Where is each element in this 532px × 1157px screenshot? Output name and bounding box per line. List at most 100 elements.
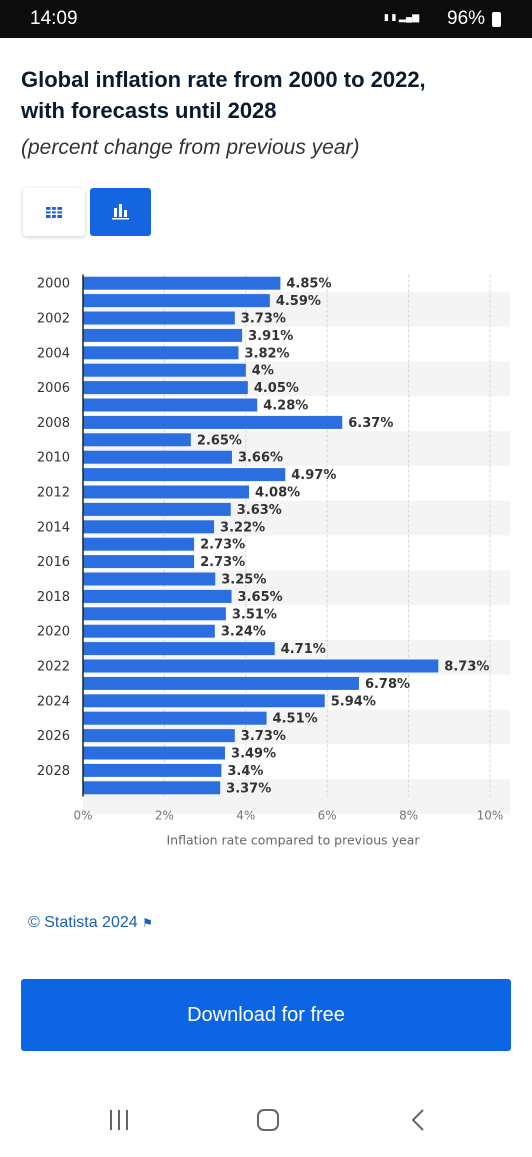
bar <box>83 555 195 569</box>
y-tick-label: 2026 <box>37 729 70 744</box>
value-label: 2.73% <box>200 538 245 553</box>
bar <box>83 520 215 534</box>
value-label: 3.51% <box>232 607 277 622</box>
bar <box>83 328 243 342</box>
value-label: 2.65% <box>197 433 242 448</box>
bar <box>83 676 359 690</box>
x-tick-label: 4% <box>236 809 255 823</box>
bar <box>83 502 231 516</box>
clock: 14:09 <box>30 8 78 29</box>
value-label: 3.49% <box>231 747 276 762</box>
battery: 96% <box>447 8 486 29</box>
value-label: 3.25% <box>221 573 266 588</box>
y-tick-label: 2000 <box>37 277 70 292</box>
bar <box>83 468 286 482</box>
x-axis-label: Inflation rate compared to previous year <box>166 833 420 848</box>
value-label: 3.63% <box>237 503 282 518</box>
y-tick-label: 2004 <box>37 346 70 361</box>
bar <box>83 729 235 743</box>
value-label: 3.24% <box>221 625 266 640</box>
value-label: 4% <box>252 364 274 379</box>
bar <box>83 642 275 656</box>
y-tick-label: 2016 <box>37 555 70 570</box>
source-link[interactable]: © Statista 2024 ⚑ <box>28 914 153 932</box>
x-tick-label: 10% <box>477 809 504 823</box>
y-tick-label: 2020 <box>37 625 70 640</box>
x-tick-label: 6% <box>318 809 337 823</box>
value-label: 3.22% <box>220 520 265 535</box>
nav-bar <box>0 1090 532 1152</box>
title-line: Global inflation rate from 2000 to 2022, <box>21 67 426 92</box>
y-tick-label: 2012 <box>37 486 70 501</box>
value-label: 8.73% <box>444 660 489 675</box>
value-label: 4.97% <box>291 468 336 483</box>
value-label: 6.78% <box>365 677 410 692</box>
y-tick-label: 2006 <box>37 381 70 396</box>
download-label: Download for free <box>187 1004 345 1026</box>
bar <box>83 415 343 429</box>
value-label: 5.94% <box>331 694 376 709</box>
bar <box>83 537 195 551</box>
chart: Inflation rate compared to previous year… <box>37 274 510 848</box>
value-label: 3.66% <box>238 451 283 466</box>
bar <box>83 450 232 464</box>
signal: ▮ ▮ ▂▄▆ <box>384 12 420 22</box>
value-label: 6.37% <box>348 416 393 431</box>
value-label: 3.65% <box>238 590 283 605</box>
value-label: 3.91% <box>248 329 293 344</box>
bar <box>83 694 325 708</box>
bar <box>83 659 439 673</box>
bar <box>83 433 191 447</box>
value-label: 4.28% <box>263 399 308 414</box>
value-label: 3.4% <box>227 764 263 779</box>
nav-icons <box>110 1109 424 1131</box>
bar <box>83 589 232 603</box>
bar <box>83 381 248 395</box>
bar <box>83 398 258 412</box>
value-label: 4.05% <box>254 381 299 396</box>
bar <box>83 763 222 777</box>
bar <box>83 746 226 760</box>
x-tick-label: 0% <box>73 809 92 823</box>
bar <box>83 276 281 290</box>
battery-icon <box>492 12 501 27</box>
y-tick-label: 2018 <box>37 590 70 605</box>
bar <box>83 294 270 308</box>
bar <box>83 346 239 360</box>
title-line: with forecasts until 2028 <box>21 98 277 123</box>
value-label: 3.73% <box>241 729 286 744</box>
bar <box>83 572 216 586</box>
value-label: 4.71% <box>281 642 326 657</box>
bar <box>83 311 235 325</box>
bar <box>83 485 250 499</box>
y-tick-label: 2002 <box>37 312 70 327</box>
y-tick-label: 2008 <box>37 416 70 431</box>
value-label: 3.37% <box>226 781 271 796</box>
subtitle: (percent change from previous year) <box>21 136 360 159</box>
flag-icon: ⚑ <box>142 916 153 930</box>
bar <box>83 607 226 621</box>
bar <box>83 781 221 795</box>
y-tick-label: 2028 <box>37 764 70 779</box>
bar-icon <box>112 204 129 220</box>
table-view-button[interactable] <box>23 188 85 236</box>
value-label: 4.08% <box>255 486 300 501</box>
value-label: 4.59% <box>276 294 321 309</box>
y-tick-label: 2014 <box>37 520 70 535</box>
y-tick-label: 2022 <box>37 660 70 675</box>
status-bar: 14:09 ▮ ▮ ▂▄▆ 96% <box>0 0 532 38</box>
grid-icon <box>46 207 62 218</box>
value-label: 3.73% <box>241 312 286 327</box>
value-label: 3.82% <box>244 346 289 361</box>
value-label: 4.85% <box>286 277 331 292</box>
value-label: 4.51% <box>273 712 318 727</box>
bar <box>83 624 215 638</box>
value-label: 2.73% <box>200 555 245 570</box>
download-button[interactable]: Download for free <box>21 979 511 1051</box>
title: Global inflation rate from 2000 to 2022,… <box>21 64 426 126</box>
chart-view-button[interactable] <box>90 188 151 236</box>
source-text: © Statista 2024 <box>28 914 138 931</box>
y-tick-label: 2024 <box>37 694 70 709</box>
x-tick-label: 8% <box>399 809 418 823</box>
